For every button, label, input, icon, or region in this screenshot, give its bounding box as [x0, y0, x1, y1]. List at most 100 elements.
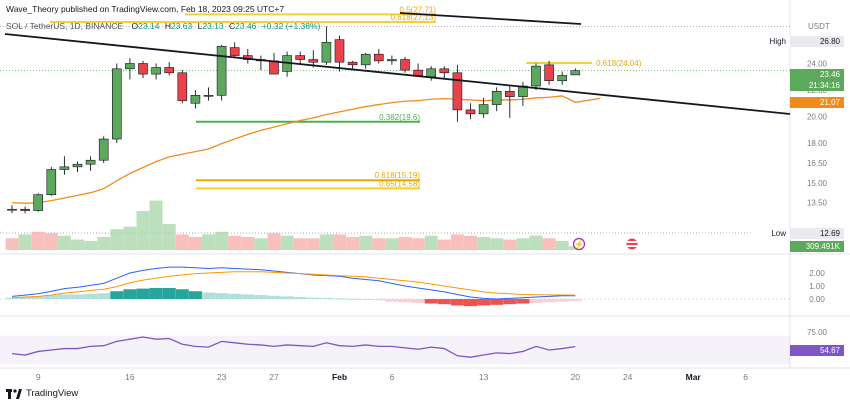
volume-bar-38 — [503, 239, 517, 250]
price-tick-6: 13.50 — [807, 199, 828, 208]
x-tick-1: 16 — [125, 372, 135, 382]
macd-hist-bar-43 — [568, 299, 582, 301]
candle-body-1 — [20, 208, 30, 211]
candle-body-34 — [452, 72, 463, 111]
macd-hist-bar-11 — [149, 287, 163, 299]
fibonacci-levels: 0.5(27.71)0.618(27.13) 0.618(24.04) 0.382(… — [50, 5, 642, 190]
brand-name: TradingView — [26, 388, 79, 399]
candle-body-42 — [557, 75, 568, 82]
upper-trendline — [399, 12, 582, 25]
candle-body-5 — [72, 163, 83, 168]
x-tick-10: 6 — [743, 372, 748, 382]
volume-bar-16 — [215, 231, 229, 250]
symbol-title: SOL / TetherUS, 1D, BINANCE — [6, 21, 124, 31]
macd-hist-bar-28 — [372, 299, 386, 301]
macd-hist-bar-15 — [202, 292, 215, 299]
candle-body-23 — [308, 59, 319, 63]
price-tick-0: 24.00 — [807, 60, 828, 69]
volume-bar-18 — [241, 237, 255, 250]
macd-hist-bar-36 — [477, 299, 491, 306]
macd-hist-bar-14 — [188, 291, 202, 299]
rsi-value-badge: 54.67 — [790, 345, 844, 356]
volume-bar-31 — [411, 238, 425, 250]
macd-hist-bar-38 — [503, 299, 517, 305]
x-tick-4: Feb — [332, 372, 347, 382]
candle-body-10 — [138, 63, 148, 75]
x-tick-6: 13 — [479, 372, 489, 382]
ohlc-change: +0.32 (+1.38%) — [261, 21, 321, 31]
candle-body-4 — [59, 166, 70, 170]
macd-hist-bar-39 — [516, 299, 530, 304]
macd-hist-bar-12 — [162, 287, 176, 299]
x-tick-0: 9 — [36, 372, 41, 382]
volume-bar-24 — [319, 234, 333, 250]
macd-hist-bar-0 — [5, 297, 19, 299]
ema-value-badge: 21.07 — [790, 97, 844, 108]
volume-bar-26 — [346, 237, 360, 250]
candle-body-8 — [112, 68, 122, 140]
macd-hist-bar-6 — [84, 293, 98, 299]
macd-hist-bar-19 — [254, 295, 268, 299]
candle-body-29 — [387, 59, 397, 62]
volume-bar-22 — [293, 238, 307, 250]
us-flag-stripe-b — [627, 245, 637, 247]
macd-hist-bar-30 — [398, 299, 412, 303]
macd-hist-bar-4 — [57, 294, 71, 299]
fib-label-4: 0.618(15.19) — [375, 171, 421, 180]
currency-label: USDT — [808, 22, 830, 31]
fib-label-5: 0.65(14.58) — [379, 179, 420, 188]
volume-bar-0 — [5, 238, 19, 250]
macd-hist-bar-27 — [359, 299, 373, 300]
us-flag-stripe-a — [627, 241, 637, 243]
ohlc-open-label: O — [131, 21, 139, 31]
volume-bar-8 — [110, 229, 124, 250]
volume-bar-37 — [490, 238, 504, 250]
macd-hist-bar-7 — [97, 293, 111, 299]
volume-bars — [5, 200, 582, 250]
volume-bar-9 — [123, 226, 137, 250]
candle-body-2 — [33, 194, 44, 211]
macd-hist-bar-18 — [241, 294, 255, 299]
volume-bar-14 — [188, 237, 202, 250]
candle-body-11 — [151, 67, 161, 75]
candle-body-7 — [98, 138, 109, 161]
volume-bar-42 — [555, 240, 569, 250]
fib-label-1: 0.618(27.13) — [391, 13, 437, 22]
volume-bar-5 — [71, 239, 84, 250]
volume-value-badge: 309.491K — [790, 241, 844, 252]
rsi-band — [0, 335, 790, 365]
x-tick-7: 20 — [571, 372, 581, 382]
volume-bar-4 — [57, 235, 71, 250]
candle-body-31 — [413, 69, 423, 76]
x-tick-2: 23 — [217, 372, 227, 382]
macd-hist-bar-41 — [542, 299, 556, 303]
grid-lines — [0, 0, 850, 369]
macd-hist-bar-20 — [267, 295, 281, 299]
fib-label-3: 0.382(19.6) — [379, 113, 420, 122]
macd-hist-bar-2 — [31, 296, 45, 299]
countdown-badge: 21:34:16 — [790, 80, 844, 91]
macd-tick-0: 2.00 — [809, 269, 825, 278]
macd-hist-bar-16 — [215, 293, 229, 299]
volume-bar-11 — [149, 200, 163, 250]
volume-bar-25 — [333, 234, 346, 250]
macd-hist-bar-29 — [385, 299, 399, 302]
macd-hist-bar-34 — [450, 299, 464, 306]
candle-body-27 — [360, 53, 371, 66]
lightning-event-glyph: ⚡ — [574, 239, 584, 249]
x-tick-3: 27 — [269, 372, 279, 382]
macd-hist-bar-25 — [333, 298, 346, 300]
ohlc-low-label: L — [197, 21, 203, 31]
volume-bar-28 — [372, 238, 386, 250]
macd-hist-bar-31 — [411, 299, 425, 303]
macd-hist-bar-9 — [123, 289, 137, 299]
volume-bar-39 — [516, 238, 530, 250]
candle-body-38 — [504, 91, 515, 97]
volume-bar-2 — [31, 231, 45, 250]
macd-hist-bar-26 — [346, 298, 360, 300]
candle-body-15 — [203, 95, 214, 97]
macd-signal-line — [11, 271, 576, 299]
ohlc-close: 23.46 — [235, 21, 257, 31]
ohlc-high-label: H — [164, 21, 171, 31]
price-tick-2: 20.00 — [807, 113, 828, 122]
